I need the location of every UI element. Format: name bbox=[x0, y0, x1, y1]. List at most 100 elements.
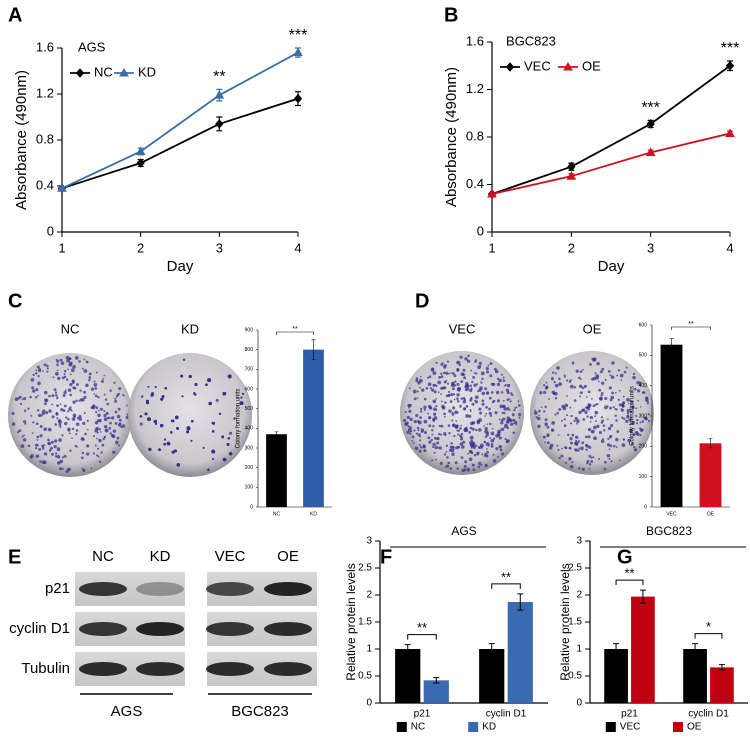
group-label: BGC823 bbox=[231, 703, 289, 720]
colony-dot bbox=[579, 391, 583, 395]
colony-dot bbox=[181, 395, 184, 398]
colony-dot bbox=[484, 427, 488, 431]
colony-plate bbox=[128, 353, 252, 477]
colony-dot bbox=[35, 369, 38, 372]
colony-dot bbox=[580, 378, 582, 381]
colony-dot bbox=[568, 457, 572, 461]
colony-dot bbox=[621, 402, 625, 406]
colony-dot bbox=[462, 396, 466, 400]
bar bbox=[699, 443, 722, 507]
colony-dot bbox=[448, 448, 452, 452]
colony-dot bbox=[48, 449, 52, 452]
colony-dot bbox=[35, 454, 40, 458]
colony-dot bbox=[623, 417, 626, 420]
protein-label: Tubulin bbox=[21, 660, 70, 677]
colony-dot bbox=[63, 404, 67, 408]
colony-dot bbox=[614, 392, 617, 394]
colony-dot bbox=[32, 389, 36, 393]
colony-dot bbox=[407, 403, 411, 408]
y-tick-label: 0.4 bbox=[466, 176, 484, 191]
colony-dot bbox=[63, 454, 67, 458]
colony-dot bbox=[598, 458, 601, 461]
colony-dot bbox=[593, 436, 597, 441]
colony-dot bbox=[610, 423, 614, 428]
y-tick-label: 1 bbox=[576, 644, 582, 655]
bar bbox=[423, 680, 449, 703]
colony-dot bbox=[510, 422, 514, 427]
colony-dot bbox=[227, 437, 230, 440]
colony-dot bbox=[50, 446, 53, 450]
colony-dot bbox=[584, 410, 588, 414]
y-tick-label: 500 bbox=[639, 353, 648, 359]
colony-dot bbox=[471, 402, 475, 406]
colony-dot bbox=[438, 376, 441, 379]
colony-dot bbox=[435, 397, 437, 400]
colony-dot bbox=[411, 435, 415, 439]
colony-dot bbox=[176, 463, 180, 467]
marker bbox=[567, 161, 576, 172]
colony-dot bbox=[452, 393, 456, 396]
colony-dot bbox=[95, 371, 98, 374]
y-tick-label: 0.8 bbox=[36, 131, 54, 146]
colony-dot bbox=[603, 429, 606, 432]
colony-dot bbox=[405, 421, 409, 425]
colony-dot bbox=[58, 423, 62, 427]
colony-dot bbox=[507, 421, 510, 424]
colony-dot bbox=[432, 446, 435, 449]
lane-label: OE bbox=[277, 548, 299, 565]
colony-dot bbox=[615, 419, 618, 422]
blot-band bbox=[136, 622, 184, 636]
colony-dot bbox=[639, 381, 642, 384]
colony-dot bbox=[94, 444, 97, 447]
colony-dot bbox=[104, 398, 108, 401]
colony-dot bbox=[603, 405, 608, 410]
colony-dot bbox=[75, 429, 79, 432]
colony-dot bbox=[14, 397, 19, 402]
colony-dot bbox=[450, 392, 454, 397]
colony-dot bbox=[602, 424, 606, 427]
y-axis-label: Relative protein levels bbox=[344, 563, 358, 680]
legend-marker bbox=[75, 68, 85, 78]
colony-dot bbox=[456, 400, 460, 403]
colony-dot bbox=[618, 403, 622, 407]
colony-dot bbox=[63, 370, 67, 373]
colony-dot bbox=[478, 418, 483, 422]
colony-dot bbox=[452, 448, 455, 451]
colony-dot bbox=[493, 367, 497, 371]
colony-dot bbox=[423, 405, 427, 409]
colony-dot bbox=[43, 444, 46, 447]
legend-label: KD bbox=[138, 64, 156, 79]
colony-dot bbox=[433, 390, 437, 394]
colony-dot bbox=[598, 430, 603, 435]
colony-dot bbox=[58, 420, 62, 424]
colony-dot bbox=[431, 433, 434, 436]
y-tick-label: 300 bbox=[245, 445, 254, 451]
colony-dot bbox=[589, 416, 594, 420]
colony-dot bbox=[633, 448, 638, 452]
colony-dot bbox=[570, 441, 573, 445]
colony-dot bbox=[549, 443, 554, 448]
colony-dot bbox=[205, 383, 208, 386]
colony-dot bbox=[506, 383, 511, 388]
colony-dot bbox=[621, 416, 624, 420]
colony-dot bbox=[99, 431, 102, 433]
colony-dot bbox=[578, 410, 582, 415]
colony-dot bbox=[540, 406, 543, 408]
colony-dot bbox=[43, 363, 47, 367]
y-tick-label: 2.5 bbox=[358, 563, 372, 574]
y-tick-label: 300 bbox=[639, 413, 648, 419]
colony-dot bbox=[443, 453, 447, 456]
colony-dot bbox=[581, 386, 585, 390]
colony-dot bbox=[612, 445, 616, 448]
colony-dot bbox=[631, 420, 635, 425]
legend-label: NC bbox=[411, 722, 425, 733]
colony-dot bbox=[465, 387, 470, 391]
legend-label: NC bbox=[94, 64, 113, 79]
colony-dot bbox=[625, 366, 628, 369]
colony-dot bbox=[546, 441, 550, 445]
colony-dot bbox=[434, 436, 437, 440]
colony-dot bbox=[114, 397, 117, 400]
colony-dot bbox=[404, 410, 407, 414]
colony-dot bbox=[68, 357, 72, 360]
colony-dot bbox=[566, 414, 569, 417]
